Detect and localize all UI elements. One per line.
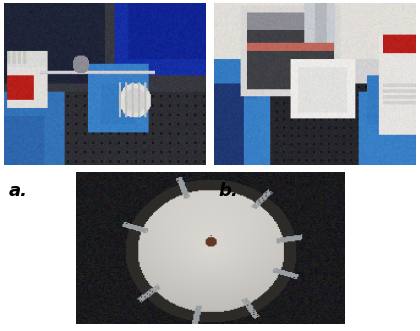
Text: b.: b. bbox=[218, 182, 238, 200]
Text: a.: a. bbox=[8, 182, 27, 200]
